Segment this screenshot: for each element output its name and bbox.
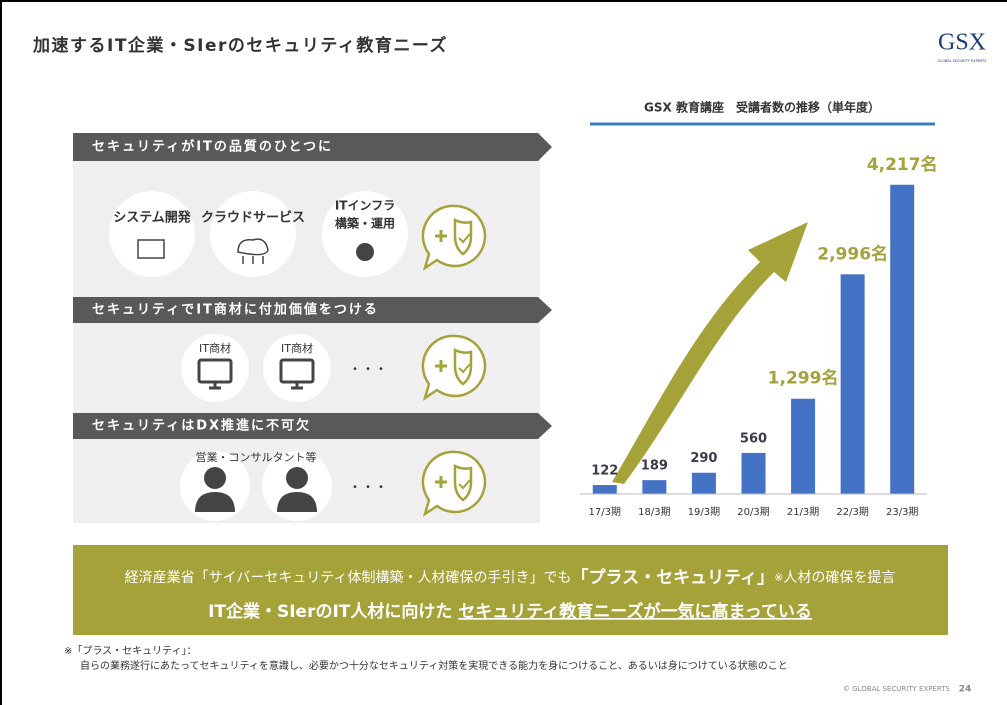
data-label: 4,217名 [867, 154, 938, 175]
item-label: IT商材 [281, 341, 313, 355]
bar [642, 480, 667, 494]
footnote-term: ※「プラス・セキュリティ」： [64, 645, 197, 657]
heading-band [73, 133, 552, 161]
chart-title: GSX 教育講座 受講者数の推移（単年度） [644, 100, 880, 115]
data-label: 560 [740, 431, 767, 446]
x-tick-label: 18/3期 [638, 506, 670, 518]
banner-note-mark: ※ [774, 571, 783, 584]
copyright: © GLOBAL SECURITY EXPERTS [843, 685, 951, 693]
ellipsis: ・・・ [348, 363, 387, 378]
bar [890, 184, 915, 494]
x-tick-label: 23/3期 [886, 506, 918, 518]
section-1: セキュリティがITの品質のひとつに システム開発 クラウドサービス ITインフラ… [73, 133, 552, 277]
banner-line-1: 経済産業省「サイバーセキュリティ体制構築・人材確保の手引き」でも「プラス・セキュ… [125, 567, 896, 588]
plus-security-icon [421, 334, 487, 400]
bar-chart: 17/3期 122 18/3期 189 19/3期 290 20/3期 560 21/3期 1,2… [589, 154, 938, 518]
x-tick-label: 17/3期 [589, 506, 621, 518]
item-label: ITインフラ [335, 199, 395, 213]
item-label: 構築・運用 [335, 216, 395, 231]
section-heading: セキュリティがITの品質のひとつに [92, 139, 333, 155]
banner-emphasis: セキュリティ教育ニーズが一気に高まっている [458, 601, 812, 622]
icon [137, 239, 165, 259]
item-label: システム開発 [113, 210, 192, 226]
plus-security-icon [421, 204, 487, 270]
plus-security-icon [421, 450, 487, 516]
circle [263, 334, 331, 402]
section-heading: セキュリティはDX推進に不可欠 [92, 418, 311, 434]
growth-arrow [612, 222, 808, 484]
data-label: 189 [641, 459, 668, 474]
message-banner [73, 545, 948, 635]
banner-text: 人材の確保を提言 [783, 570, 895, 586]
circle [181, 334, 249, 402]
bar [691, 472, 716, 494]
heading-band [73, 297, 552, 323]
banner-line-2: IT企業・SIerのIT人材に向けた セキュリティ教育ニーズが一気に高まっている [208, 601, 812, 622]
item-label: クラウドサービス [201, 210, 305, 226]
circle [109, 191, 195, 277]
section-2: セキュリティでIT商材に付加価値をつける IT商材 IT商材 ・・・ [73, 297, 552, 402]
bar [791, 398, 816, 494]
section-heading: セキュリティでIT商材に付加価値をつける [92, 302, 379, 318]
circle [210, 191, 296, 277]
slide-title: 加速するIT企業・SIerのセキュリティ教育ニーズ [32, 35, 448, 56]
item-label: 営業・コンサルタント等 [196, 450, 317, 464]
item-label: IT商材 [199, 341, 231, 355]
x-tick-label: 19/3期 [688, 506, 720, 518]
ellipsis: ・・・ [348, 481, 387, 496]
logo: GSX [938, 30, 986, 56]
data-label: 2,996名 [817, 243, 888, 264]
icon [237, 238, 269, 264]
data-label: 290 [690, 451, 717, 466]
data-label: 122 [591, 464, 618, 479]
page-number: 24 [959, 685, 972, 695]
banner-text: IT企業・SIerのIT人材に向けた [208, 601, 452, 622]
data-label: 1,299名 [768, 368, 839, 389]
logo-tagline: GLOBAL SECURITY EXPERTS [938, 59, 988, 63]
x-tick-label: 20/3期 [737, 506, 769, 518]
bar [741, 452, 766, 494]
banner-text: 経済産業省「サイバーセキュリティ体制構築・人材確保の手引き」でも [125, 570, 572, 586]
circle [322, 191, 408, 277]
heading-band [73, 413, 552, 439]
icon [356, 243, 374, 261]
x-tick-label: 21/3期 [787, 506, 819, 518]
section-3: セキュリティはDX推進に不可欠 営業・コンサルタント等 ・・・ [73, 413, 552, 521]
bar [592, 485, 617, 494]
bar [840, 274, 865, 494]
banner-emphasis: 「プラス・セキュリティ」 [572, 567, 775, 588]
x-tick-label: 22/3期 [836, 506, 868, 518]
footnote-text: 自らの業務遂行にあたってセキュリティを意識し、必要かつ十分なセキュリティ対策を実… [80, 659, 788, 672]
